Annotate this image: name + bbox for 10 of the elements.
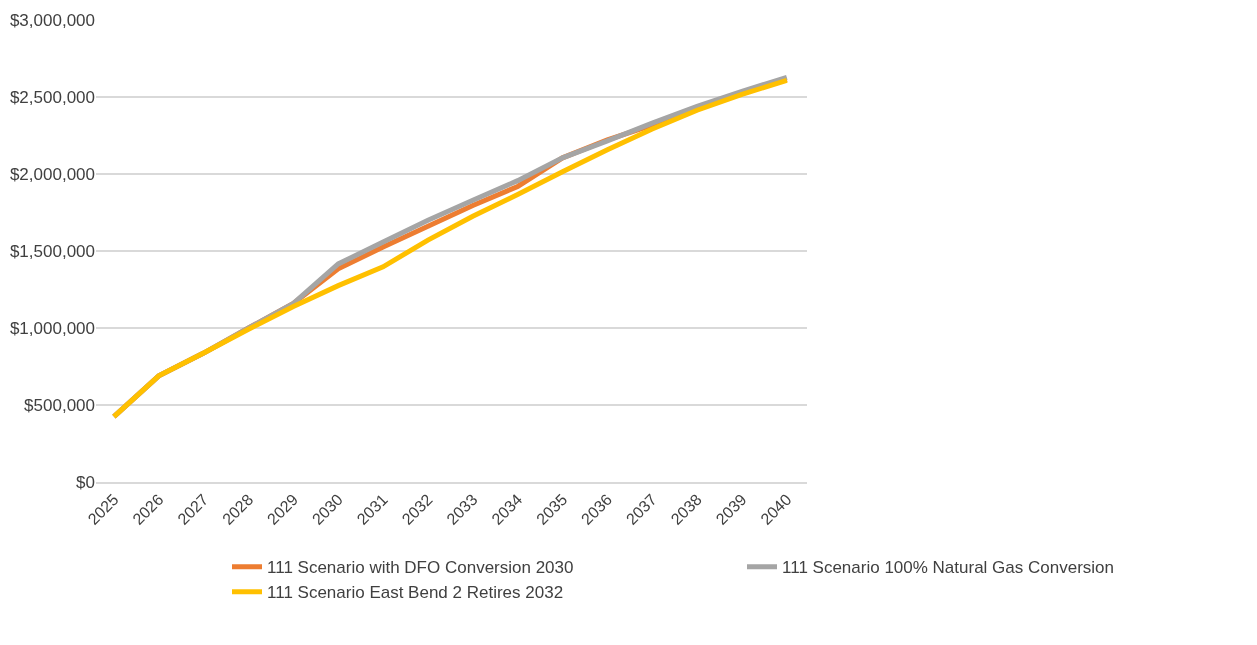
y-tick-label: $0 <box>76 472 95 492</box>
legend-label: 111 Scenario 100% Natural Gas Conversion <box>782 558 1114 578</box>
y-tick-label: $3,000,000 <box>9 10 95 30</box>
y-tick-label: $1,500,000 <box>9 241 95 261</box>
legend-label: 111 Scenario with DFO Conversion 2030 <box>267 558 574 578</box>
legend-label: 111 Scenario East Bend 2 Retires 2032 <box>267 583 564 603</box>
y-tick-label: $2,500,000 <box>9 87 95 107</box>
y-tick-label: $1,000,000 <box>9 318 95 338</box>
y-tick-label: $2,000,000 <box>9 164 95 184</box>
y-tick-label: $500,000 <box>24 395 95 415</box>
